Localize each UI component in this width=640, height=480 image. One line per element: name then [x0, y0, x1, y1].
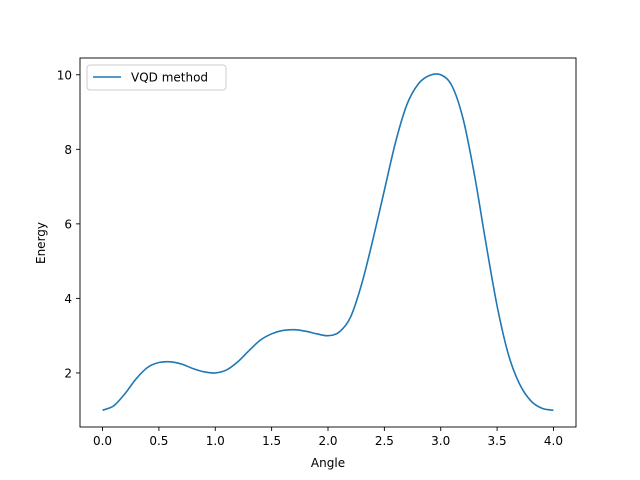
data-point: [248, 350, 250, 352]
data-point: [485, 242, 487, 244]
x-tick-label: 3.5: [488, 434, 507, 448]
data-point: [203, 371, 205, 373]
data-point: [508, 354, 510, 356]
data-point: [226, 369, 228, 371]
data-point: [519, 383, 521, 385]
y-axis-label: Energy: [34, 222, 48, 264]
data-point: [147, 367, 149, 369]
data-point: [237, 361, 239, 363]
data-point: [372, 238, 374, 240]
x-tick-label: 2.5: [375, 434, 394, 448]
data-point: [384, 190, 386, 192]
plot-area-background: [80, 58, 576, 427]
series-line-vqd-method: [102, 73, 554, 412]
data-point: [474, 175, 476, 177]
x-tick-label: 2.0: [318, 434, 337, 448]
y-tick-label: 6: [64, 217, 72, 231]
data-point: [553, 409, 555, 411]
data-point: [136, 378, 138, 380]
data-point: [530, 400, 532, 402]
y-axis-ticks: 2 4 6 8 10: [57, 68, 80, 380]
legend-label-vqd-method: VQD method: [131, 71, 208, 85]
y-tick-label: 10: [57, 68, 72, 82]
series-layer: [102, 73, 555, 412]
data-point: [102, 409, 104, 411]
data-point: [440, 74, 442, 76]
data-point: [316, 333, 318, 335]
y-tick-label: 4: [64, 292, 72, 306]
data-point: [417, 83, 419, 85]
y-tick-label: 8: [64, 143, 72, 157]
x-tick-label: 3.0: [431, 434, 450, 448]
data-point: [124, 393, 126, 395]
data-point: [181, 363, 183, 365]
data-point: [305, 330, 307, 332]
data-point: [214, 372, 216, 374]
x-tick-label: 4.0: [544, 434, 563, 448]
x-tick-label: 0.0: [93, 434, 112, 448]
data-point: [293, 329, 295, 331]
data-point: [113, 405, 115, 407]
data-point: [406, 104, 408, 106]
y-tick-label: 2: [64, 366, 72, 380]
x-tick-label: 1.5: [262, 434, 281, 448]
data-point: [361, 283, 363, 285]
legend: VQD method: [86, 64, 227, 91]
data-point: [260, 339, 262, 341]
data-point: [169, 361, 171, 363]
data-point: [429, 75, 431, 77]
x-tick-label: 0.5: [149, 434, 168, 448]
data-point: [395, 141, 397, 143]
x-tick-label: 1.0: [206, 434, 225, 448]
data-point: [462, 119, 464, 121]
data-point: [158, 362, 160, 364]
x-axis-ticks: 0.0 0.5 1.0 1.5 2.0 2.5 3.0 3.5 4.0: [93, 427, 563, 448]
legend-box: [86, 64, 227, 91]
data-point: [541, 408, 543, 410]
data-point: [282, 330, 284, 332]
data-point: [192, 368, 194, 370]
x-axis-label: Angle: [311, 456, 345, 470]
data-point: [451, 85, 453, 87]
data-point: [496, 305, 498, 307]
data-point: [327, 335, 329, 337]
data-point: [350, 316, 352, 318]
data-point: [338, 331, 340, 333]
data-point: [271, 333, 273, 335]
